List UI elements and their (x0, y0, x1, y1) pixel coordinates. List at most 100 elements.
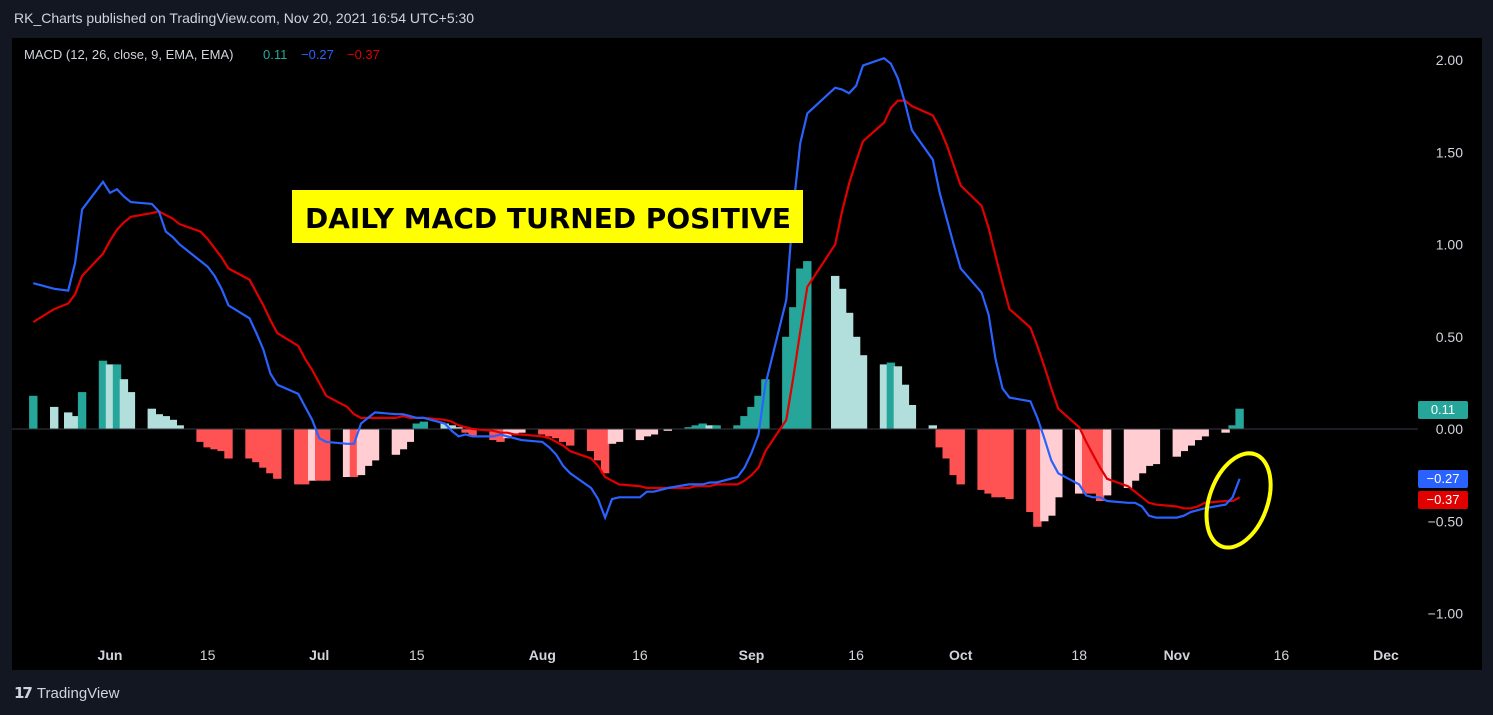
histogram-bar (447, 425, 456, 429)
histogram-bar (642, 429, 652, 437)
histogram-bar (405, 429, 414, 442)
histogram-bar (998, 429, 1007, 498)
histogram-bar (1172, 429, 1181, 457)
histogram-bar (1040, 429, 1049, 522)
macd-value-tag-text: −0.27 (1427, 471, 1460, 486)
histogram-value-tag (1418, 401, 1468, 419)
histogram-bar (900, 384, 910, 429)
histogram-bar (342, 429, 352, 477)
indicator-name: MACD (12, 26, close, 9, EMA, EMA) (24, 47, 234, 62)
histogram-bar (789, 307, 798, 429)
histogram-layer (29, 261, 1244, 527)
histogram-bar (489, 429, 498, 441)
histogram-bar (105, 364, 115, 429)
histogram-bar (203, 429, 212, 448)
legend-histogram-value: 0.11 (263, 47, 287, 62)
histogram-bar (1047, 429, 1056, 516)
histogram-bar (294, 429, 303, 485)
histogram-bar (1033, 429, 1042, 527)
histogram-bar (363, 429, 373, 466)
y-tick-label: 1.00 (1436, 237, 1463, 253)
histogram-bar (356, 429, 366, 476)
time-axis[interactable]: Jun 15 Jul 15 Aug 16 Sep 16 Oct 18 Nov 16 Dec (98, 647, 1399, 663)
histogram-bar (64, 412, 73, 429)
histogram-bar (1075, 429, 1084, 494)
histogram-bar (315, 429, 324, 481)
histogram-bar (552, 429, 561, 439)
x-tick-label: Jul (309, 647, 329, 663)
histogram-bar (98, 360, 108, 429)
histogram-bar (1151, 429, 1161, 465)
annotation-box: DAILY MACD TURNED POSITIVE (292, 190, 803, 243)
histogram-bar (886, 362, 896, 429)
macd-line (33, 56, 1241, 521)
histogram-bar (942, 429, 951, 459)
x-tick-label: 16 (632, 647, 648, 663)
macd-value-tag (1418, 470, 1468, 488)
histogram-bar (837, 288, 847, 429)
histogram-bar (154, 414, 163, 429)
histogram-bar (977, 429, 986, 490)
annotation-text: DAILY MACD TURNED POSITIVE (305, 202, 791, 235)
histogram-bar (517, 429, 526, 433)
histogram-bar (412, 423, 421, 429)
histogram-bar (907, 405, 917, 429)
histogram-bar (935, 429, 944, 448)
histogram-bar (301, 429, 310, 485)
histogram-bar (1130, 429, 1140, 481)
histogram-bar (147, 408, 156, 429)
histogram-bar (858, 355, 868, 429)
histogram-bar (1186, 429, 1195, 446)
histogram-bar (1026, 429, 1035, 512)
histogram-bar (370, 429, 380, 461)
histogram-bar (468, 429, 477, 437)
histogram-bar (879, 364, 889, 429)
tradingview-brand-name: TradingView (36, 684, 120, 702)
x-tick-label: Oct (949, 647, 973, 663)
histogram-bar (224, 429, 233, 459)
chart-pane[interactable] (12, 38, 1482, 670)
histogram-bar (510, 429, 519, 435)
x-tick-label: Jun (98, 647, 123, 663)
histogram-bar (956, 429, 965, 485)
histogram-bar (698, 423, 707, 429)
histogram-bar (663, 429, 672, 431)
histogram-bar (454, 427, 463, 429)
price-axis[interactable]: 2.00 1.50 1.00 0.50 0.00 −0.50 −1.00 (1428, 52, 1464, 622)
histogram-bar (949, 429, 958, 476)
histogram-bar (649, 429, 659, 435)
x-tick-label: 15 (409, 647, 425, 663)
histogram-bar (559, 429, 568, 442)
histogram-bar (266, 429, 275, 474)
histogram-bar (461, 429, 470, 433)
tradingview-logo[interactable]: 17 TradingView (14, 684, 119, 702)
indicator-legend[interactable]: MACD (12, 26, close, 9, EMA, EMA) 0.11 −… (24, 47, 380, 62)
histogram-bar (119, 379, 129, 429)
y-tick-label: 0.50 (1436, 329, 1463, 345)
histogram-bar (1179, 429, 1188, 452)
histogram-bar (175, 425, 184, 429)
tradingview-logo-icon: 17 (14, 684, 33, 702)
histogram-bar (349, 429, 359, 477)
histogram-bar (196, 429, 205, 442)
last-value-tags: 0.11 −0.27 −0.37 (1418, 401, 1468, 509)
footer-bar (0, 670, 1493, 715)
x-tick-label: Aug (529, 647, 556, 663)
histogram-bar (70, 416, 80, 429)
histogram-bar (593, 429, 603, 461)
signal-line (32, 99, 1241, 510)
histogram-bar (1102, 429, 1112, 496)
histogram-bar (733, 425, 742, 429)
histogram-bar (1228, 425, 1237, 429)
histogram-bar (1095, 429, 1105, 501)
histogram-bar (50, 406, 59, 429)
histogram-bar (322, 429, 331, 481)
histogram-bar (984, 429, 993, 494)
histogram-value-tag-text: 0.11 (1431, 402, 1455, 417)
histogram-bar (1200, 429, 1209, 437)
x-tick-label: Nov (1164, 647, 1191, 663)
published-by-text: RK_Charts published on TradingView.com, … (14, 10, 475, 26)
histogram-bar (747, 406, 756, 429)
x-tick-label: 16 (848, 647, 864, 663)
